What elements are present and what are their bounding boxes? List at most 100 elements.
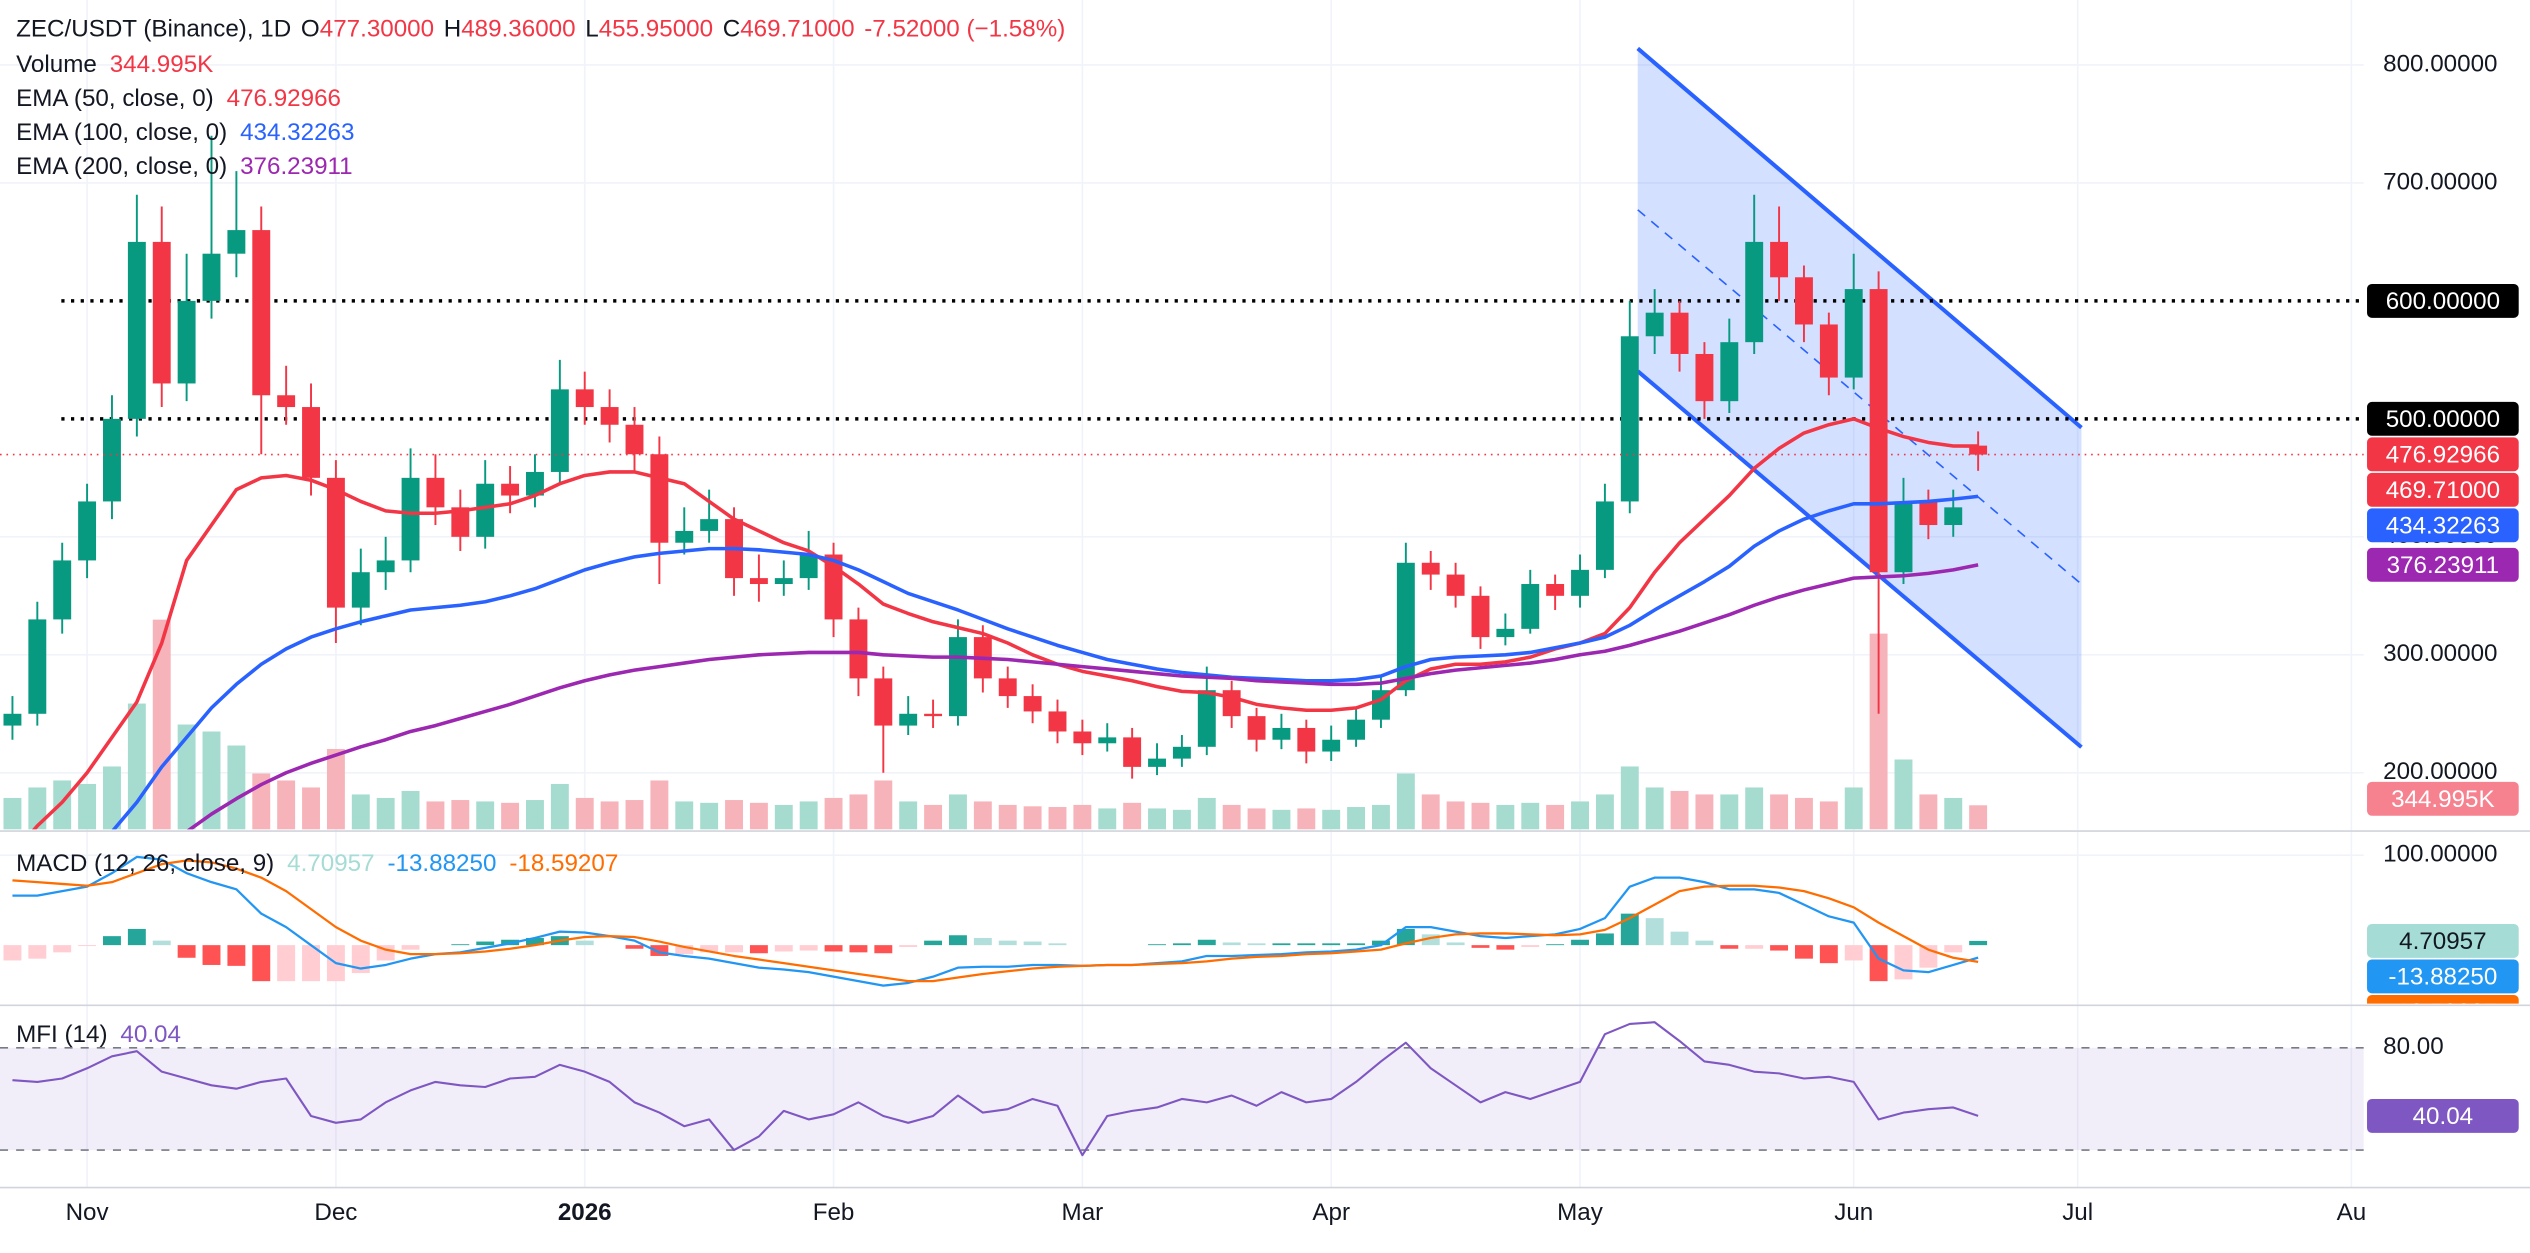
volume-bar (152, 619, 171, 830)
candle-body (949, 637, 967, 717)
candle-body (1521, 584, 1540, 629)
candle-body (326, 477, 345, 608)
volume-bar (1620, 766, 1639, 830)
candle-body (1123, 737, 1142, 767)
macd-histogram-bar (1770, 945, 1789, 951)
mfi-pane (0, 1021, 2364, 1157)
volume-bar (973, 801, 992, 830)
macd-histogram-bar (899, 945, 918, 947)
x-tick-label: Jul (2062, 1199, 2093, 1226)
macd-histogram-bar (177, 945, 196, 958)
legend-value: -13.88250 (387, 850, 496, 877)
candle-body (774, 578, 793, 585)
x-tick-label: Feb (813, 1199, 855, 1226)
volume-bar (177, 724, 196, 830)
candle-body (1894, 501, 1913, 573)
volume-bar (1123, 802, 1142, 830)
macd-histogram-bar (227, 945, 246, 966)
volume-bar (277, 780, 296, 830)
mfi-value-label: 40.04 (2413, 1103, 2474, 1130)
candle-body (103, 418, 121, 502)
volume-bar (227, 745, 246, 830)
volume-label: 344.995K (2391, 786, 2495, 813)
volume-bar (1247, 808, 1266, 830)
macd-histogram-bar (152, 940, 171, 946)
ema-price-label: 434.32263 (2386, 512, 2500, 539)
candle-body (426, 477, 445, 508)
candle-body (1620, 336, 1639, 502)
ema-line (32, 417, 1979, 830)
macd-histogram-bar (725, 945, 743, 953)
candle-body (1919, 501, 1938, 526)
macd-histogram-bar (849, 945, 868, 953)
macd-histogram-bar (1421, 934, 1440, 946)
x-tick-label: 2026 (558, 1199, 612, 1226)
y-tick-label: 200.00000 (2383, 758, 2497, 785)
candle-body (998, 678, 1017, 697)
macd-histogram-bar (1571, 939, 1589, 946)
macd-histogram-bar (749, 945, 768, 954)
x-tick-label: Mar (1062, 1199, 1104, 1226)
candle-body (749, 578, 768, 585)
volume-bar (1172, 809, 1191, 830)
volume-bar (1521, 802, 1540, 830)
legend-value: 376.23911 (240, 153, 353, 180)
macd-histogram-bar (1172, 943, 1191, 946)
signal-line (12, 859, 1979, 983)
ema-price-label: 476.92966 (2386, 441, 2500, 468)
quote-label: H (444, 16, 461, 43)
axis-label-box (2367, 547, 2519, 582)
candle-body (899, 713, 918, 726)
macd-value-label: -13.88250 (2388, 963, 2497, 990)
macd-histogram-bar (998, 940, 1017, 946)
volume-bar (451, 800, 470, 830)
macd-histogram-bar (127, 928, 146, 946)
axis: Nov Dec 2026 Feb Mar Apr May Jun Jul Au200.000003… (66, 50, 2519, 1226)
macd-histogram-bar (874, 945, 893, 954)
volume-bar (1048, 807, 1067, 830)
candle-body (401, 477, 420, 561)
candle-body (1969, 445, 1988, 455)
volume-bar (625, 800, 644, 830)
volume-bar (1421, 794, 1440, 830)
candle-body (1148, 758, 1166, 767)
candle-body (1944, 507, 1963, 526)
volume-bar (401, 790, 420, 830)
candle-body (625, 424, 644, 455)
volume-bar (1073, 804, 1092, 830)
candle-body (1869, 289, 1888, 573)
volume-bar (501, 802, 520, 830)
candle-body (277, 395, 296, 408)
candle-body (1795, 277, 1813, 325)
volume-bar (1869, 633, 1888, 830)
level-label: 500.00000 (2386, 406, 2500, 433)
candle-body (1595, 501, 1614, 570)
macd-histogram-bar (1620, 913, 1639, 946)
candle-body (351, 572, 370, 608)
volume-bar (351, 794, 370, 830)
ema-price-label: 376.23911 (2387, 552, 2500, 579)
candle-body (3, 713, 22, 726)
candle-body (1770, 241, 1789, 278)
ema-line (111, 494, 1979, 830)
macd-histogram-bar (451, 944, 470, 946)
macd-histogram-bar (973, 937, 992, 946)
axis-label-box (2367, 923, 2519, 958)
candle-body (600, 407, 619, 425)
candle-body (376, 560, 395, 573)
candle-body (252, 230, 271, 396)
volume-bar (1695, 794, 1714, 830)
legend: ZEC/USDT (Binance), 1D O477.30000 H489.360… (16, 16, 1065, 1048)
volume-bar (1372, 804, 1390, 830)
candle-body (1172, 746, 1191, 759)
legend-value: -18.59207 (509, 850, 618, 877)
macd-histogram-bar (1944, 945, 1963, 953)
macd-histogram-bar (1546, 944, 1565, 946)
volume-bar (1571, 801, 1589, 830)
macd-histogram-bar (1148, 944, 1166, 946)
macd-histogram-bar (476, 941, 495, 946)
candle-body (78, 501, 97, 561)
axis-label-box (2367, 472, 2519, 507)
volume-bar (1098, 808, 1117, 830)
candle-body (1247, 716, 1266, 740)
